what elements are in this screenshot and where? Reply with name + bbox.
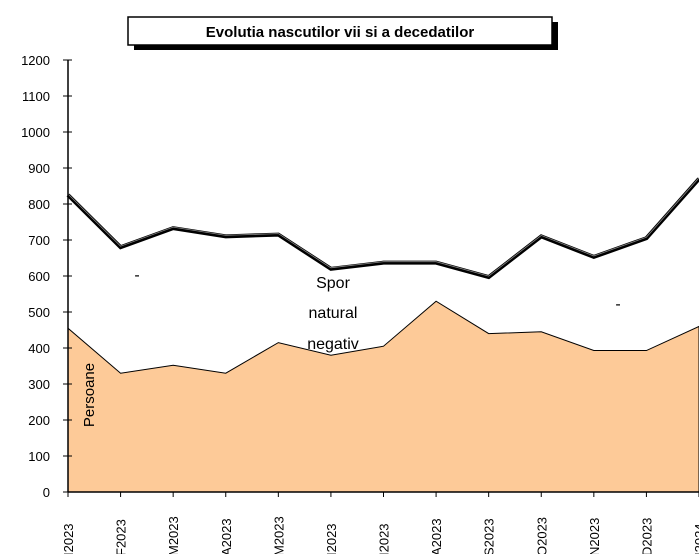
x-tick-label: I2023 bbox=[377, 523, 392, 554]
y-tick-label: 100 bbox=[28, 449, 50, 464]
y-tick-label: 1200 bbox=[21, 53, 50, 68]
x-tick-label: I2023 bbox=[324, 523, 339, 554]
line bbox=[66, 177, 699, 280]
annotation: - bbox=[615, 296, 620, 313]
y-tick-label: 900 bbox=[28, 161, 50, 176]
x-tick-label: I2024 bbox=[692, 523, 699, 554]
annotation: Spor bbox=[316, 275, 350, 292]
y-axis-label: Persoane bbox=[81, 363, 98, 427]
y-tick-label: 500 bbox=[28, 305, 50, 320]
x-tick-label: D2023 bbox=[639, 518, 654, 554]
y-tick-label: 0 bbox=[43, 485, 50, 500]
x-tick-label: I2023 bbox=[61, 523, 76, 554]
chart-title: Evolutia nascutilor vii si a decedatilor bbox=[206, 24, 475, 41]
x-tick-label: A2023 bbox=[429, 518, 444, 554]
plot: 0 100 200 300 400 500 600 700 800 900 1000 1100 1200… bbox=[21, 53, 699, 554]
y-tick-label: 200 bbox=[28, 413, 50, 428]
annotation: natural bbox=[309, 305, 358, 322]
annotation: negativ bbox=[307, 336, 359, 353]
annotation: - bbox=[134, 267, 139, 284]
y-tick-label: 1000 bbox=[21, 125, 50, 140]
x-tick-label: M2023 bbox=[166, 516, 181, 554]
y-tick-label: 700 bbox=[28, 233, 50, 248]
x-tick-label: S2023 bbox=[482, 518, 497, 554]
x-tick-label: F2023 bbox=[114, 519, 129, 554]
y-tick-label: 1100 bbox=[22, 89, 50, 104]
y-tick-label: 600 bbox=[28, 269, 50, 284]
x-tick-label: O2023 bbox=[534, 517, 549, 554]
area bbox=[67, 300, 699, 493]
title-box bbox=[127, 16, 553, 46]
x-tick-label: M2023 bbox=[271, 516, 286, 554]
y-tick-label: 800 bbox=[28, 197, 50, 212]
x-tick-label: A2023 bbox=[219, 518, 234, 554]
y-tick-label: 400 bbox=[28, 341, 50, 356]
x-tick-label: N2023 bbox=[587, 518, 602, 554]
y-tick-label: 300 bbox=[28, 377, 50, 392]
line-highlight bbox=[67, 177, 699, 277]
